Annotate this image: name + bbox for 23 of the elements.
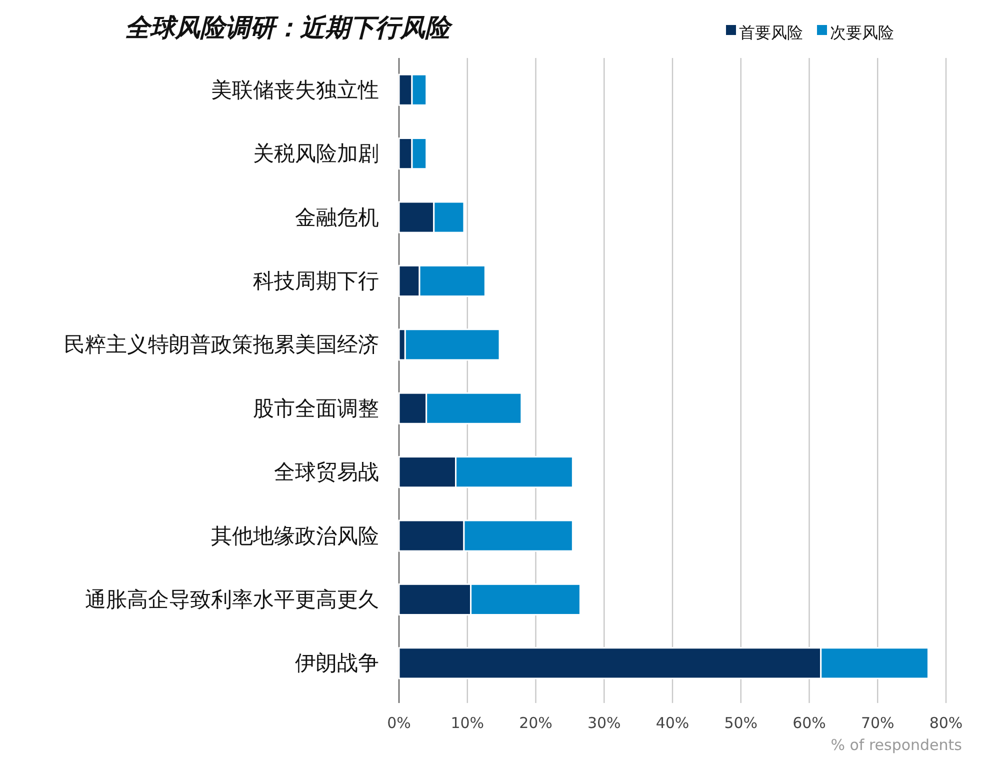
y-tick-label: 美联储丧失独立性 (211, 78, 379, 102)
y-tick-label: 全球贸易战 (274, 460, 379, 484)
x-tick-label: 60% (792, 714, 826, 732)
x-tick-label: 40% (656, 714, 690, 732)
y-tick-label: 科技周期下行 (253, 268, 379, 293)
y-tick-label: 通胀高企导致利率水平更高更久 (85, 587, 379, 612)
x-tick-label: 20% (519, 714, 552, 732)
y-tick-label: 民粹主义特朗普政策拖累美国经济 (64, 332, 379, 357)
x-tick-label: 80% (929, 714, 963, 732)
x-axis-title: % of respondents (830, 736, 962, 754)
y-tick-label: 伊朗战争 (295, 651, 379, 676)
y-tick-label: 金融危机 (295, 205, 379, 230)
x-tick-label: 30% (587, 714, 621, 732)
y-tick-label: 关税风险加剧 (253, 142, 379, 166)
x-tick-label: 50% (724, 714, 758, 732)
legend-label: 首要风险 (739, 23, 803, 42)
x-tick-label: 10% (450, 714, 484, 732)
x-tick-label: 0% (387, 714, 411, 732)
legend-label: 次要风险 (830, 23, 894, 42)
chart-title: 全球风险调研：近期下行风险 (125, 13, 453, 42)
x-tick-label: 70% (860, 714, 894, 732)
y-tick-label: 其他地缘政治风险 (211, 524, 379, 548)
y-tick-label: 股市全面调整 (253, 396, 379, 420)
